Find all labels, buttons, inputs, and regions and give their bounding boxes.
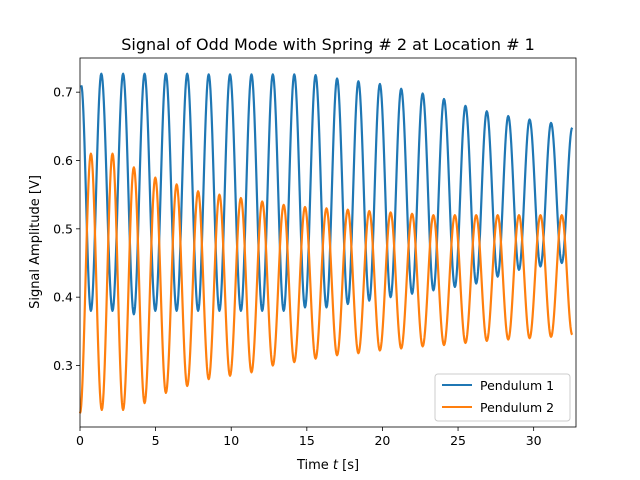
y-tick-label: 0.5: [53, 221, 73, 236]
legend-label-pendulum-2: Pendulum 2: [480, 400, 554, 415]
x-axis-label-variable: t: [333, 458, 339, 473]
x-tick-label: 5: [152, 433, 160, 448]
x-tick-label: 0: [76, 433, 84, 448]
x-tick-label: 20: [374, 433, 390, 448]
y-tick-label: 0.7: [53, 85, 73, 100]
axes-frame: [79, 57, 577, 428]
y-tick-label: 0.4: [53, 290, 73, 305]
x-tick-label: 15: [299, 433, 315, 448]
legend: Pendulum 1 Pendulum 2: [434, 373, 571, 422]
series-line-pendulum-1: [80, 72, 574, 316]
series-line-pendulum-2: [78, 152, 574, 414]
y-tick-label: 0.3: [53, 358, 73, 373]
x-axis-label-prefix: Time: [296, 458, 333, 473]
x-tick-label: 30: [526, 433, 542, 448]
legend-label-pendulum-1: Pendulum 1: [480, 378, 554, 393]
x-tick-label: 25: [450, 433, 466, 448]
chart-title: Signal of Odd Mode with Spring # 2 at Lo…: [121, 35, 535, 54]
series-layer: [78, 72, 574, 414]
x-axis-label: Time t [s]: [296, 458, 359, 473]
y-axis-ticks: 0.3 0.4 0.5 0.6 0.7: [53, 85, 80, 373]
y-axis-label: Signal Amplitude [V]: [28, 175, 43, 309]
x-axis-label-suffix: [s]: [338, 458, 359, 473]
x-axis-ticks: 0 5 10 15 20 25 30: [76, 427, 542, 448]
x-tick-label: 10: [223, 433, 239, 448]
y-tick-label: 0.6: [53, 153, 73, 168]
